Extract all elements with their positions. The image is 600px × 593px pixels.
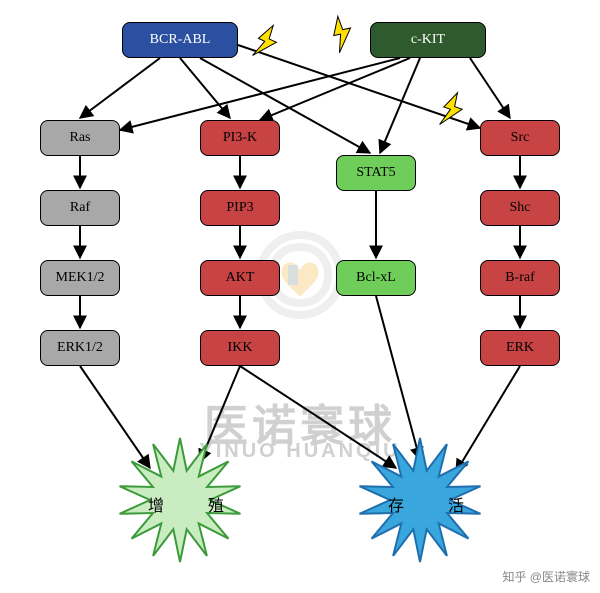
node-pi3k: PI3-K — [200, 120, 280, 156]
survival-label: 存 活 — [388, 492, 478, 516]
node-raf: Raf — [40, 190, 120, 226]
node-erk12: ERK1/2 — [40, 330, 120, 366]
node-src: Src — [480, 120, 560, 156]
proliferation-label: 增 殖 — [148, 492, 238, 516]
node-bclxl: Bcl-xL — [336, 260, 416, 296]
node-akt: AKT — [200, 260, 280, 296]
node-bcr_abl: BCR-ABL — [122, 22, 238, 58]
node-c_kit: c-KIT — [370, 22, 486, 58]
node-braf: B-raf — [480, 260, 560, 296]
node-ikk: IKK — [200, 330, 280, 366]
node-shc: Shc — [480, 190, 560, 226]
node-ras: Ras — [40, 120, 120, 156]
node-mek12: MEK1/2 — [40, 260, 120, 296]
node-erk: ERK — [480, 330, 560, 366]
node-pip3: PIP3 — [200, 190, 280, 226]
node-stat5: STAT5 — [336, 155, 416, 191]
